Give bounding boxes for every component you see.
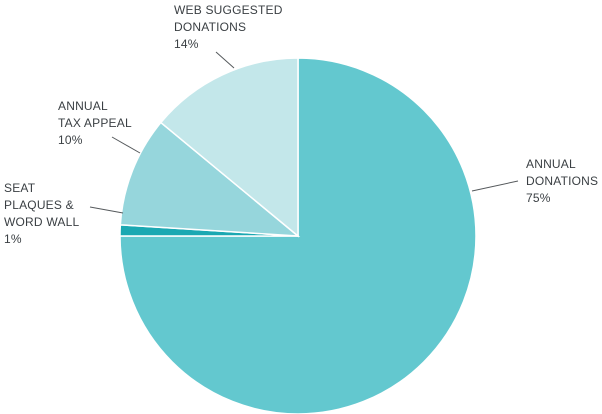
slice-label-1-line-0: SEAT [4,181,36,195]
leader-line-0 [471,180,519,192]
slice-label-0: ANNUAL DONATIONS 75% [526,157,598,205]
slice-label-3-line-1: DONATIONS [174,20,246,34]
pie-slice-3 [159,57,299,238]
leader-lines [89,51,519,214]
slice-label-2-line-0: ANNUAL [58,99,108,113]
pie-slices [119,57,477,414]
slice-label-1-line-1: PLAQUES & [4,198,74,212]
slice-label-0-line-1: DONATIONS [526,174,598,188]
leader-line-1 [89,206,124,214]
slice-label-1-line-3: 1% [4,232,22,246]
pie-slice-2 [119,121,301,237]
slice-labels: ANNUAL DONATIONS 75% SEAT PLAQUES & WORD WALL… [4,3,598,246]
slice-label-3: WEB SUGGESTED DONATIONS 14% [174,3,283,51]
leader-line-3 [215,51,235,69]
slice-label-1-line-2: WORD WALL [4,215,79,229]
slice-label-2-line-1: TAX APPEAL [58,116,132,130]
pie-slice-0 [119,57,477,414]
slice-label-1: SEAT PLAQUES & WORD WALL 1% [4,181,79,246]
slice-label-2: ANNUAL TAX APPEAL 10% [58,99,132,147]
leader-line-2 [111,136,141,154]
slice-label-0-line-2: 75% [526,191,551,205]
slice-label-3-line-2: 14% [174,37,199,51]
slice-label-0-line-0: ANNUAL [526,157,576,171]
slice-label-2-line-2: 10% [58,133,83,147]
slice-label-3-line-0: WEB SUGGESTED [174,3,283,17]
